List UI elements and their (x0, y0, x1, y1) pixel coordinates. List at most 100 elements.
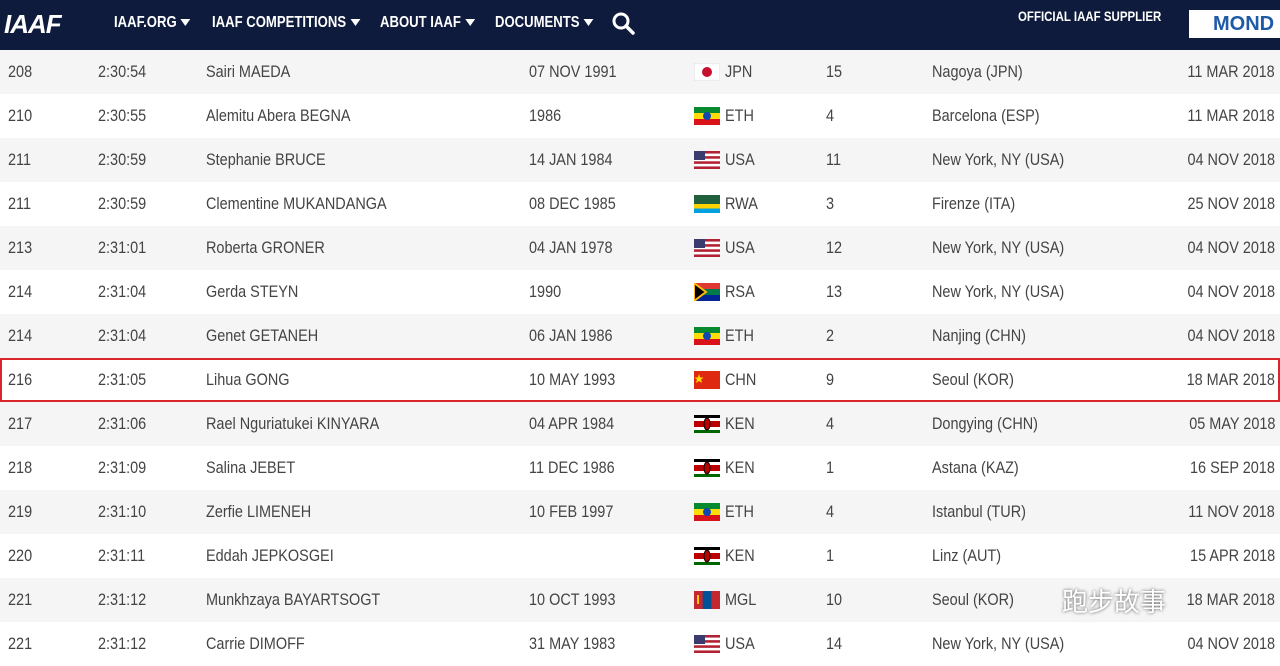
country: JPN (725, 62, 753, 81)
rank: 217 (8, 414, 33, 433)
country: USA (725, 150, 755, 169)
nav-item[interactable]: IAAF COMPETITIONS (212, 14, 360, 32)
result-row: 217 2:31:06 Rael Nguriatukei KINYARA 04 APR… (0, 402, 1280, 446)
athlete[interactable]: Carrie DIMOFF (206, 634, 305, 653)
country: RSA (725, 282, 755, 301)
venue: Seoul (KOR) (932, 590, 1014, 609)
athlete[interactable]: Salina JEBET (206, 458, 296, 477)
place: 1 (826, 546, 835, 565)
date: 18 MAR 2018 (1186, 590, 1275, 609)
rank: 219 (8, 502, 33, 521)
result-row: 221 2:31:12 Carrie DIMOFF 31 MAY 1983 USA 14 N… (0, 622, 1280, 666)
athlete[interactable]: Sairi MAEDA (206, 62, 291, 81)
rank: 211 (8, 150, 32, 169)
search-icon[interactable] (612, 12, 636, 36)
country: USA (725, 238, 755, 257)
place: 11 (826, 150, 842, 169)
venue: New York, NY (USA) (932, 282, 1065, 301)
result-row: 211 2:30:59 Clementine MUKANDANGA 08 DEC 19… (0, 182, 1280, 226)
athlete[interactable]: Genet GETANEH (206, 326, 319, 345)
result-row: 220 2:31:11 Eddah JEPKOSGEI KEN 1 Linz (AUT) 1… (0, 534, 1280, 578)
flag-icon (694, 459, 720, 477)
athlete[interactable]: Roberta GRONER (206, 238, 325, 257)
mark: 2:31:04 (98, 282, 147, 301)
date-of-birth: 1990 (529, 282, 562, 301)
mark: 2:31:06 (98, 414, 147, 433)
rank: 210 (8, 106, 33, 125)
place: 3 (826, 194, 835, 213)
country: USA (725, 634, 755, 653)
rank: 213 (8, 238, 33, 257)
header: IAAF IAAF.ORG IAAF COMPETITIONS ABOUT IA… (0, 0, 1280, 50)
venue: Dongying (CHN) (932, 414, 1038, 433)
venue: Firenze (ITA) (932, 194, 1016, 213)
rank: 221 (8, 590, 33, 609)
place: 10 (826, 590, 843, 609)
mark: 2:31:12 (98, 590, 147, 609)
place: 9 (826, 370, 835, 389)
venue: New York, NY (USA) (932, 634, 1065, 653)
venue: New York, NY (USA) (932, 238, 1065, 257)
logo[interactable]: IAAF (4, 9, 62, 39)
flag-icon (694, 63, 720, 81)
nav-item[interactable]: ABOUT IAAF (380, 14, 475, 32)
result-row: 218 2:31:09 Salina JEBET 11 DEC 1986 KEN 1 Ast… (0, 446, 1280, 490)
nav-item[interactable]: DOCUMENTS (495, 14, 593, 32)
date-of-birth: 14 JAN 1984 (529, 150, 613, 169)
nav-item[interactable]: IAAF.ORG (114, 14, 191, 32)
rank: 214 (8, 282, 33, 301)
athlete[interactable]: Lihua GONG (206, 370, 290, 389)
athlete[interactable]: Munkhzaya BAYARTSOGT (206, 590, 381, 609)
date-of-birth: 11 DEC 1986 (529, 458, 615, 477)
date: 11 MAR 2018 (1187, 106, 1275, 125)
mark: 2:31:01 (98, 238, 147, 257)
result-row: 221 2:31:12 Munkhzaya BAYARTSOGT 10 OCT 199… (0, 578, 1280, 622)
athlete[interactable]: Stephanie BRUCE (206, 150, 326, 169)
country: ETH (725, 502, 754, 521)
place: 15 (826, 62, 843, 81)
venue: Nanjing (CHN) (932, 326, 1026, 345)
result-row: 213 2:31:01 Roberta GRONER 04 JAN 1978 USA 12… (0, 226, 1280, 270)
date: 04 NOV 2018 (1187, 634, 1275, 653)
result-row: 214 2:31:04 Genet GETANEH 06 JAN 1986 ETH 2 Na… (0, 314, 1280, 358)
mark: 2:30:55 (98, 106, 147, 125)
rank: 218 (8, 458, 33, 477)
date-of-birth: 10 OCT 1993 (529, 590, 616, 609)
venue: Barcelona (ESP) (932, 106, 1040, 125)
date: 25 NOV 2018 (1187, 194, 1275, 213)
date-of-birth: 04 APR 1984 (529, 414, 615, 433)
supplier-label: OFFICIAL IAAF SUPPLIER (1018, 8, 1162, 24)
place: 1 (826, 458, 835, 477)
place: 12 (826, 238, 843, 257)
venue: Istanbul (TUR) (932, 502, 1026, 521)
athlete[interactable]: Zerfie LIMENEH (206, 502, 312, 521)
athlete[interactable]: Gerda STEYN (206, 282, 299, 301)
mark: 2:31:04 (98, 326, 147, 345)
country: MGL (725, 590, 757, 609)
date: 05 MAY 2018 (1188, 414, 1275, 433)
athlete[interactable]: Clementine MUKANDANGA (206, 194, 387, 213)
country: KEN (725, 546, 755, 565)
athlete[interactable]: Eddah JEPKOSGEI (206, 546, 334, 565)
country: ETH (725, 326, 754, 345)
rank: 211 (8, 194, 32, 213)
result-row: 216 2:31:05 Lihua GONG 10 MAY 1993 CHN 9 Seoul… (0, 358, 1280, 402)
result-row: 210 2:30:55 Alemitu Abera BEGNA 1986 ETH 4 Bar… (0, 94, 1280, 138)
flag-icon (694, 151, 720, 169)
flag-icon (694, 503, 720, 521)
athlete[interactable]: Alemitu Abera BEGNA (206, 106, 351, 125)
rank: 216 (8, 370, 33, 389)
athlete[interactable]: Rael Nguriatukei KINYARA (206, 414, 380, 433)
sponsor-logo[interactable]: MOND (1189, 10, 1280, 38)
place: 4 (826, 502, 835, 521)
venue: New York, NY (USA) (932, 150, 1065, 169)
mark: 2:31:09 (98, 458, 147, 477)
country: CHN (725, 370, 757, 389)
mark: 2:30:59 (98, 194, 147, 213)
place: 4 (826, 414, 835, 433)
date: 04 NOV 2018 (1187, 238, 1275, 257)
watermark: 跑步故事 (1062, 587, 1167, 617)
date: 11 NOV 2018 (1188, 502, 1275, 521)
rank: 221 (8, 634, 33, 653)
